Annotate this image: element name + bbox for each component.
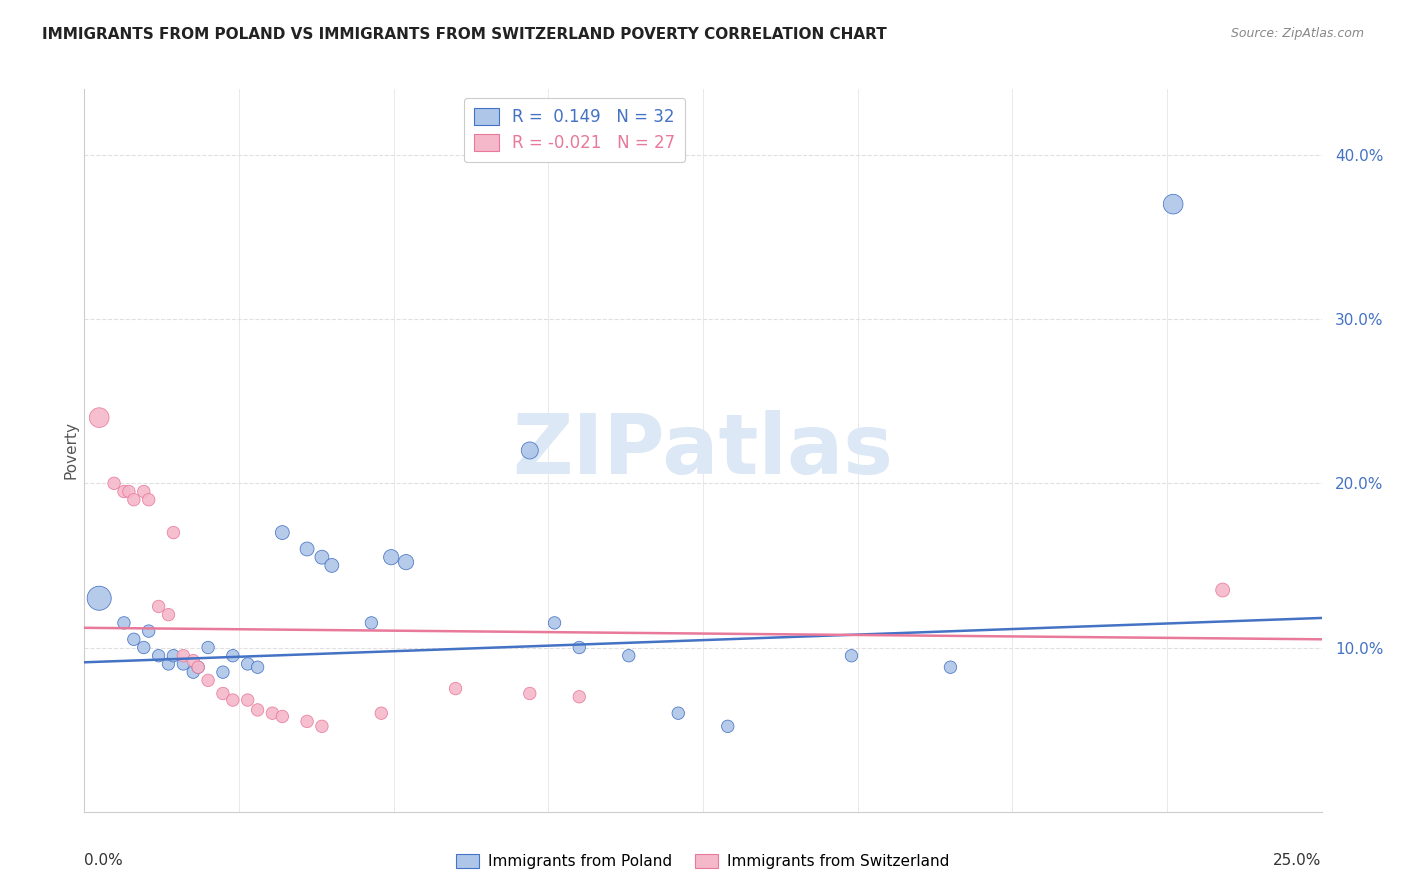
Text: Source: ZipAtlas.com: Source: ZipAtlas.com — [1230, 27, 1364, 40]
Point — [395, 555, 418, 569]
Point — [172, 657, 194, 671]
Point — [295, 714, 318, 729]
Point — [568, 640, 591, 655]
Point — [103, 476, 125, 491]
Point — [222, 693, 245, 707]
Point — [246, 703, 269, 717]
Point — [271, 709, 294, 723]
Legend: Immigrants from Poland, Immigrants from Switzerland: Immigrants from Poland, Immigrants from … — [450, 848, 956, 875]
Point — [132, 640, 155, 655]
Point — [172, 648, 194, 663]
Point — [271, 525, 294, 540]
Point — [162, 648, 184, 663]
Point — [148, 648, 170, 663]
Point — [666, 706, 689, 721]
Text: ZIPatlas: ZIPatlas — [513, 410, 893, 491]
Point — [122, 492, 145, 507]
Point — [321, 558, 343, 573]
Point — [132, 484, 155, 499]
Point — [89, 410, 111, 425]
Point — [1212, 582, 1234, 597]
Point — [112, 484, 135, 499]
Point — [617, 648, 640, 663]
Text: 0.0%: 0.0% — [84, 854, 124, 869]
Point — [157, 607, 180, 622]
Point — [444, 681, 467, 696]
Point — [187, 660, 209, 674]
Point — [519, 443, 541, 458]
Point — [262, 706, 284, 721]
Point — [112, 615, 135, 630]
Point — [138, 624, 160, 639]
Point — [246, 660, 269, 674]
Point — [295, 541, 318, 556]
Point — [519, 686, 541, 700]
Point — [370, 706, 392, 721]
Legend: R =  0.149   N = 32, R = -0.021   N = 27: R = 0.149 N = 32, R = -0.021 N = 27 — [464, 97, 685, 162]
Point — [89, 591, 111, 606]
Point — [181, 654, 204, 668]
Point — [717, 719, 740, 733]
Point — [197, 673, 219, 688]
Point — [197, 640, 219, 655]
Point — [187, 660, 209, 674]
Y-axis label: Poverty: Poverty — [63, 421, 79, 480]
Point — [841, 648, 863, 663]
Point — [162, 525, 184, 540]
Point — [311, 550, 333, 565]
Point — [181, 665, 204, 680]
Point — [236, 693, 259, 707]
Point — [212, 686, 235, 700]
Point — [212, 665, 235, 680]
Point — [568, 690, 591, 704]
Point — [1161, 197, 1184, 211]
Point — [222, 648, 245, 663]
Point — [543, 615, 565, 630]
Text: IMMIGRANTS FROM POLAND VS IMMIGRANTS FROM SWITZERLAND POVERTY CORRELATION CHART: IMMIGRANTS FROM POLAND VS IMMIGRANTS FRO… — [42, 27, 887, 42]
Point — [360, 615, 382, 630]
Point — [122, 632, 145, 647]
Text: 25.0%: 25.0% — [1274, 854, 1322, 869]
Point — [236, 657, 259, 671]
Point — [138, 492, 160, 507]
Point — [380, 550, 402, 565]
Point — [311, 719, 333, 733]
Point — [118, 484, 141, 499]
Point — [939, 660, 962, 674]
Point — [148, 599, 170, 614]
Point — [157, 657, 180, 671]
